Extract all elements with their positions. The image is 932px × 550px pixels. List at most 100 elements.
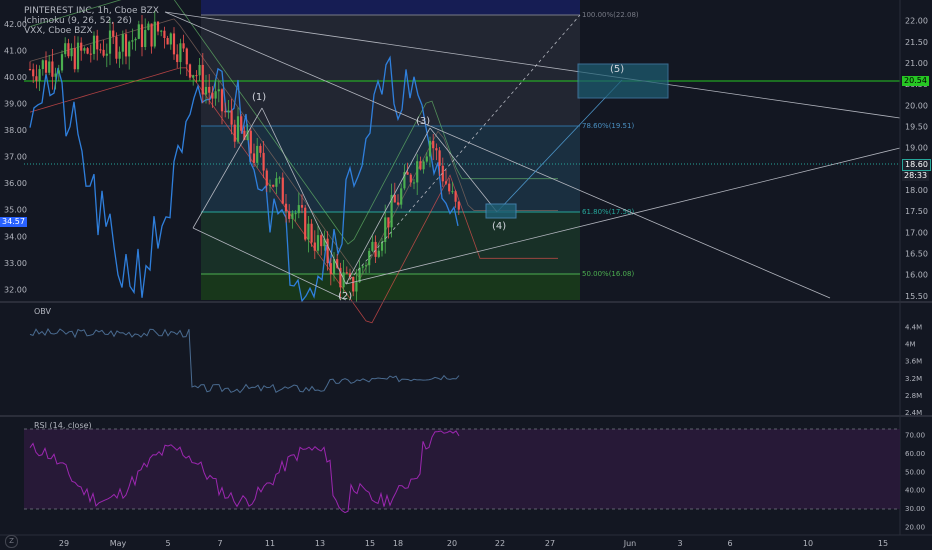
candle-body: [406, 172, 409, 175]
upper-trendline: [164, 11, 901, 119]
candle-body: [83, 48, 86, 51]
rsi-axis: 70.00 60.00 50.00 40.00 30.00 20.00: [905, 432, 925, 532]
candle-body: [454, 191, 457, 202]
candle-body: [204, 86, 208, 95]
candle-body: [428, 140, 432, 157]
candle-body: [128, 41, 131, 57]
right-axis-tick: 16.50: [905, 249, 928, 258]
obv-axis-tick: 3.2M: [905, 375, 922, 383]
wave-label-4: (4): [492, 221, 506, 232]
candle-body: [156, 21, 160, 32]
obv-series-line: [29, 328, 460, 394]
candle-body: [364, 265, 368, 267]
wave-4-target-box: [485, 203, 517, 219]
right-axis-tick: 17.50: [905, 207, 928, 216]
candle-body: [140, 24, 144, 48]
time-axis-label: 22: [495, 539, 505, 548]
candle-body: [80, 42, 83, 51]
candle-body: [185, 48, 188, 65]
candle-body: [166, 38, 169, 45]
left-axis-tick: 39.00: [4, 100, 27, 109]
candle-body: [307, 223, 310, 240]
channel-upper: [164, 11, 831, 299]
candle-body: [198, 64, 201, 76]
time-axis-label: 29: [59, 539, 69, 548]
time-axis-label: May: [110, 539, 127, 548]
candle-body: [297, 205, 300, 214]
left-axis-tick: 33.00: [4, 259, 27, 268]
ichimoku-legend[interactable]: Ichimoku (9, 26, 52, 26): [24, 16, 132, 26]
candle-body: [163, 30, 166, 39]
fib-zone-top: [201, 0, 580, 15]
candle-body: [144, 29, 147, 48]
candle-body: [131, 40, 134, 42]
candle-body: [35, 76, 38, 81]
time-axis-label: 6: [727, 539, 732, 548]
candle-body: [355, 282, 358, 292]
candle-body: [249, 130, 252, 154]
vxx-legend[interactable]: VXX, Cboe BZX: [24, 26, 93, 36]
candle-body: [390, 194, 393, 228]
right-axis-tick: 16.00: [905, 271, 928, 280]
time-axis-label: 13: [315, 539, 325, 548]
time-axis-label: 20: [447, 539, 457, 548]
rsi-axis-tick: 70.00: [905, 432, 925, 440]
candle-body: [28, 69, 32, 71]
symbol-title[interactable]: PINTEREST INC, 1h, Cboe BZX: [24, 6, 159, 16]
time-axis-label: 3: [677, 539, 682, 548]
left-axis-tick: 42.00: [4, 20, 27, 29]
obv-axis-tick: 4M: [905, 341, 916, 349]
candle-body: [134, 38, 137, 41]
left-price-axis: 42.00 41.00 40.00 39.00 38.00 37.00 36.00 35.00…: [4, 20, 27, 294]
right-axis-tick: 21.00: [905, 59, 928, 68]
wave-line-1-2: [261, 107, 347, 285]
candle-body: [112, 30, 115, 37]
candle-body: [374, 241, 377, 257]
candle-body: [400, 188, 403, 205]
time-axis-label: 5: [165, 539, 170, 548]
rsi-band: [24, 429, 900, 509]
candle-body: [108, 30, 112, 54]
candle-body: [432, 140, 435, 149]
time-axis-label: 7: [217, 539, 222, 548]
candle-body: [115, 36, 118, 59]
channel-lower: [192, 227, 347, 301]
obv-axis-tick: 4.4M: [905, 324, 922, 332]
candle-body: [329, 263, 332, 275]
candlestick-series: [28, 10, 460, 303]
candle-body: [70, 48, 73, 57]
candle-body: [320, 235, 323, 247]
candle-body: [262, 152, 265, 171]
candle-body: [448, 183, 451, 192]
fib-label-786: 78.60%(19.51): [582, 122, 634, 130]
obv-axis-tick: 2.4M: [905, 409, 922, 417]
vxx-series-line: [29, 55, 459, 303]
candle-body: [281, 177, 284, 204]
candle-body: [124, 34, 128, 57]
candle-body: [384, 217, 387, 242]
candle-body: [259, 145, 262, 153]
candle-body: [99, 49, 102, 51]
right-axis-tick: 19.00: [905, 144, 928, 153]
obv-axis-tick: 3.6M: [905, 358, 922, 366]
candle-body: [361, 266, 364, 268]
zoom-button[interactable]: Z: [5, 535, 18, 548]
candle-body: [323, 238, 326, 247]
right-axis-tick: 19.50: [905, 122, 928, 131]
candle-body: [150, 23, 153, 47]
candle-body: [227, 110, 230, 113]
candle-body: [76, 42, 80, 70]
right-axis-tick: 22.00: [905, 17, 928, 26]
candle-body: [422, 161, 425, 170]
candle-body: [345, 272, 348, 274]
candle-body: [89, 53, 92, 55]
left-axis-tick: 36.00: [4, 179, 27, 188]
candle-body: [188, 64, 192, 78]
candle-body: [172, 33, 176, 55]
candle-body: [300, 205, 304, 208]
candle-body: [419, 161, 422, 170]
candle-body: [358, 267, 361, 283]
rsi-axis-tick: 30.00: [905, 505, 925, 513]
wave-line-0-1: [192, 107, 263, 229]
